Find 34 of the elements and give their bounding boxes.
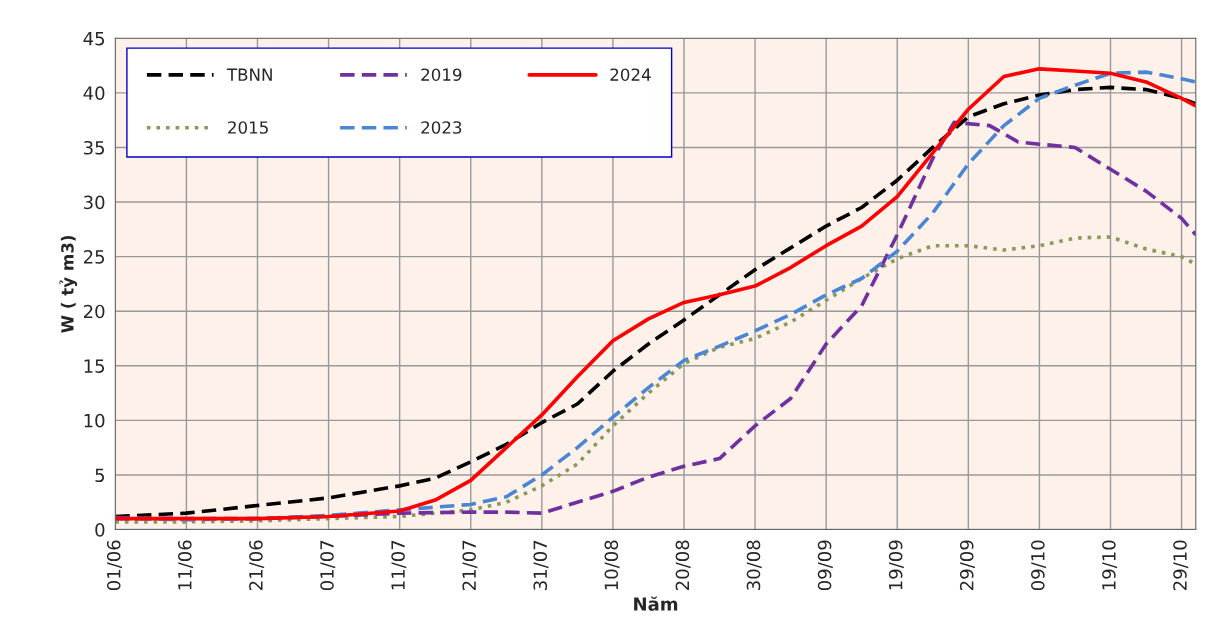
- legend-label: 2019: [421, 68, 462, 81]
- x-tick-label: 09/10: [1030, 540, 1047, 591]
- y-tick-label: 25: [83, 250, 105, 264]
- x-tick-label: 11/06: [177, 540, 194, 590]
- y-tick-label: 0: [95, 523, 105, 537]
- x-tick-label: 20/08: [675, 540, 691, 590]
- legend-label: TBNN: [226, 68, 272, 81]
- x-tick-label: 29/09: [959, 540, 975, 590]
- x-axis-title: Năm: [634, 596, 678, 611]
- legend-label: 2024: [610, 68, 651, 81]
- x-tick-label: 11/07: [391, 540, 407, 590]
- y-tick-label: 35: [84, 140, 105, 155]
- y-tick-label: 40: [83, 86, 105, 100]
- x-tick-label: 21/06: [249, 540, 265, 590]
- legend-label: 2023: [421, 121, 462, 134]
- x-tick-label: 01/06: [106, 540, 122, 591]
- x-tick-label: 21/07: [462, 540, 478, 590]
- x-tick-label: 10/08: [604, 540, 620, 590]
- x-tick-label: 19/09: [888, 540, 904, 590]
- x-tick-label: 19/10: [1102, 540, 1118, 590]
- y-axis-title: W ( tỷ m3): [59, 235, 78, 333]
- y-tick-label: 45: [83, 31, 105, 46]
- y-tick-label: 5: [95, 468, 105, 483]
- x-tick-label: 09/09: [817, 540, 833, 591]
- y-tick-label: 15: [84, 359, 105, 373]
- x-tick-label: 30/08: [746, 540, 762, 590]
- x-tick-label: 31/07: [533, 540, 549, 590]
- x-tick-label: 01/07: [320, 540, 336, 591]
- x-tick-label: 29/10: [1173, 540, 1189, 590]
- legend-label: 2015: [228, 121, 268, 134]
- y-tick-label: 30: [84, 195, 105, 210]
- y-tick-label: 20: [83, 304, 105, 319]
- y-tick-label: 10: [84, 413, 105, 428]
- line-series: [115, 235, 1196, 524]
